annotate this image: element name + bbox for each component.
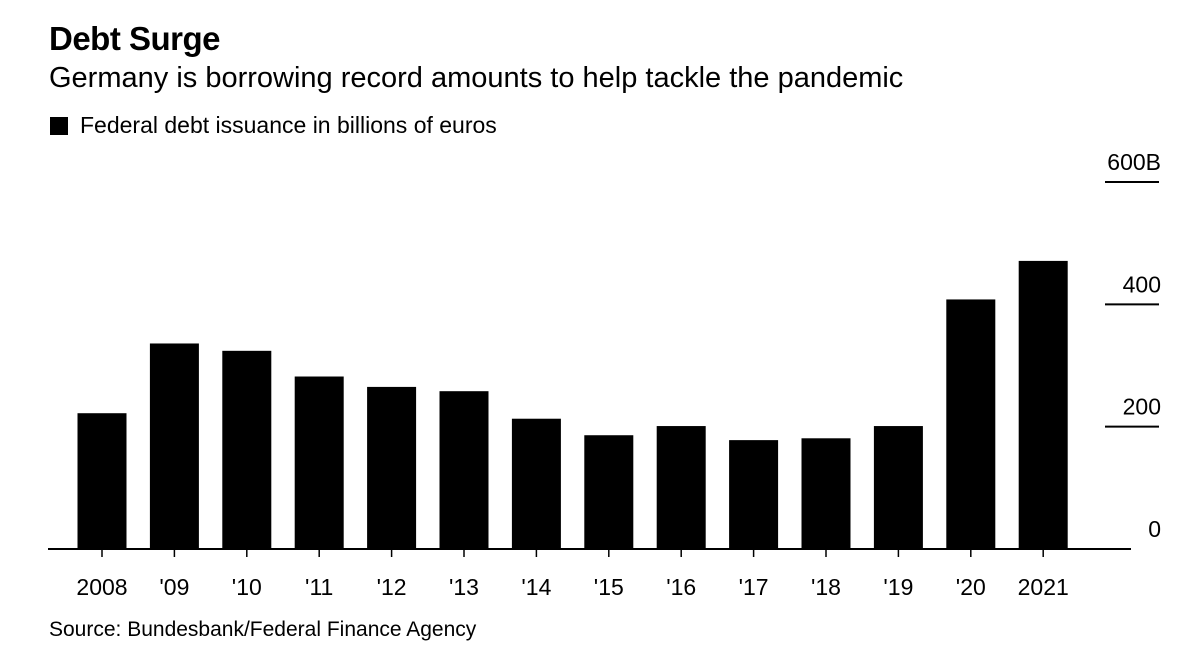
x-tick-label-13: 2021: [1018, 574, 1069, 600]
legend-swatch: [50, 116, 68, 135]
legend-label: Federal debt issuance in billions of eur…: [80, 112, 497, 138]
chart-title: Debt Surge: [49, 20, 221, 57]
chart-subtitle: Germany is borrowing record amounts to h…: [49, 62, 904, 94]
bar-7: [584, 435, 634, 549]
bar-13: [1018, 260, 1068, 549]
y-tick-label-3: 600B: [1107, 149, 1161, 175]
x-tick-label-0: 2008: [76, 574, 127, 600]
x-tick-label-6: '14: [521, 574, 551, 600]
chart-legend: Federal debt issuance in billions of eur…: [50, 112, 497, 139]
bar-6: [511, 418, 561, 549]
y-tick-label-1: 200: [1123, 394, 1161, 420]
y-tick-label-0: 0: [1148, 516, 1161, 542]
bar-11: [873, 426, 923, 549]
x-tick-label-5: '13: [449, 574, 479, 600]
bar-3: [294, 376, 344, 549]
bar-12: [946, 299, 996, 549]
bar-5: [439, 391, 489, 549]
bar-2: [222, 350, 272, 549]
bar-8: [656, 426, 706, 549]
x-tick-label-1: '09: [159, 574, 189, 600]
x-tick-label-8: '16: [666, 574, 696, 600]
x-tick-label-3: '11: [305, 574, 333, 600]
y-tick-label-2: 400: [1123, 271, 1161, 297]
bar-0: [77, 413, 127, 549]
bar-10: [801, 438, 851, 549]
x-tick-label-4: '12: [377, 574, 407, 600]
bar-9: [729, 440, 779, 549]
x-tick-label-7: '15: [594, 574, 624, 600]
x-tick-label-10: '18: [811, 574, 841, 600]
x-tick-label-2: '10: [232, 574, 262, 600]
bar-4: [367, 386, 417, 549]
x-tick-label-12: '20: [956, 574, 986, 600]
x-tick-label-9: '17: [739, 574, 769, 600]
source-note: Source: Bundesbank/Federal Finance Agenc…: [49, 618, 477, 641]
bar-1: [149, 343, 199, 549]
x-tick-label-11: '19: [883, 574, 913, 600]
